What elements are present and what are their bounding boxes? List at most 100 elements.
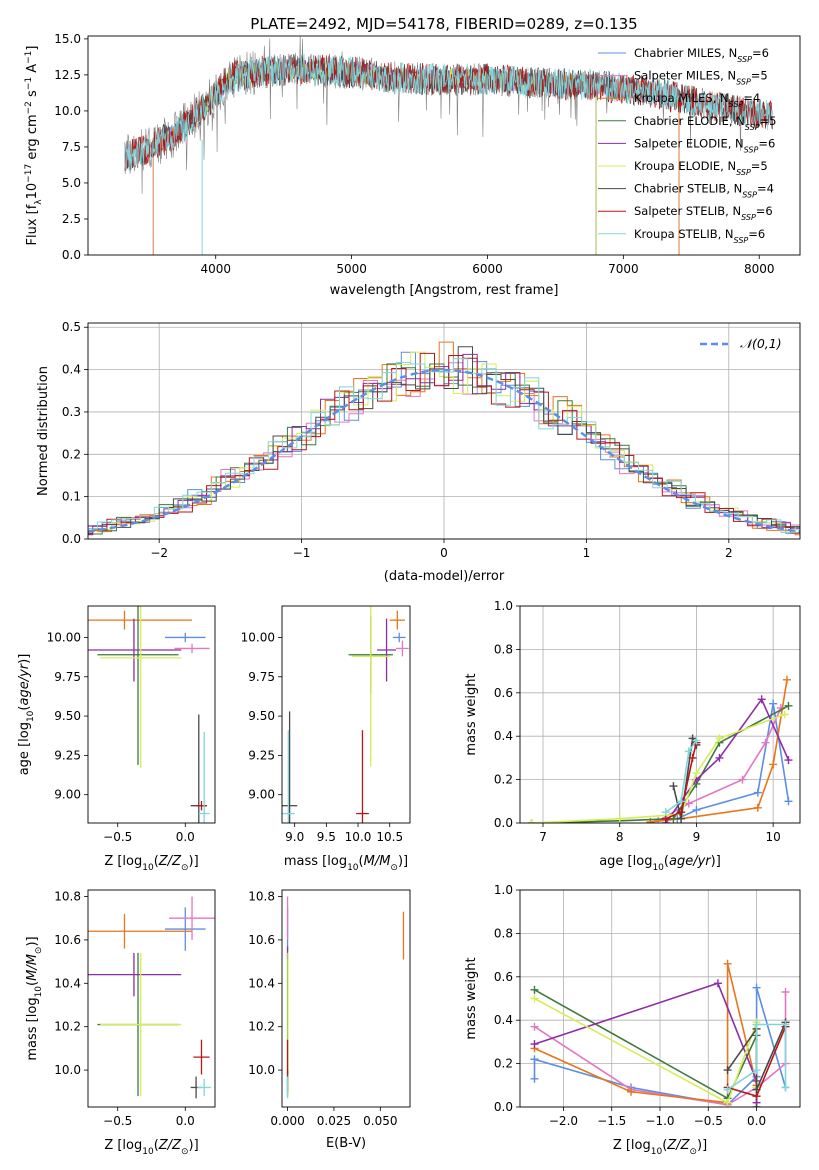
weight-vs-Z-plot-area xyxy=(530,959,790,1107)
x-tick-label: 6000 xyxy=(472,262,503,276)
y-tick-label: 0.0 xyxy=(494,816,513,830)
y-tick-label: 9.25 xyxy=(54,748,81,762)
errorbar-kroupa-elodie xyxy=(100,952,182,1097)
axes-frame xyxy=(87,322,801,540)
y-tick-label: 0.2 xyxy=(494,773,513,787)
weight-marker-salpeter-elodie xyxy=(715,753,724,762)
weight-line-kroupa-miles xyxy=(650,679,788,823)
residuals-panel: −2 −1 0 1 2 0.0 0.1 0.2 0.3 0.4 0.5 𝒩(0,1) (data-mod… xyxy=(36,320,801,584)
x-tick-label: 9.0 xyxy=(285,830,304,844)
errorbar-salpeter-miles xyxy=(174,643,210,654)
weight-marker-salpeter-elodie xyxy=(784,756,793,765)
age-vs-mass-xlabel: mass [log10(M/M⊙)] xyxy=(284,854,408,873)
x-tick-label: 10 xyxy=(766,830,781,844)
x-tick-label: 9.5 xyxy=(317,830,336,844)
weight-marker-salpeter-miles xyxy=(684,799,693,808)
weight-line-chabrier-elodie xyxy=(531,705,789,823)
weight-marker-chabrier-miles xyxy=(752,983,761,992)
errorbar-salpeter-elodie xyxy=(88,952,182,997)
y-tick-label: 0.8 xyxy=(494,926,513,940)
errorbar-chabrier-miles xyxy=(392,632,406,643)
y-tick-label: 0.6 xyxy=(494,970,513,984)
errorbar-salpeter-stelib xyxy=(193,1039,210,1075)
y-tick-label: 0.3 xyxy=(62,405,81,419)
mass-vs-Z-ylabel: mass [log10(M/M⊙)] xyxy=(25,936,44,1060)
legend-label-kroupa-elodie: Kroupa ELODIE, NSSP=5 xyxy=(634,159,768,177)
y-tick-label: 10.4 xyxy=(54,976,81,990)
errorbar-kroupa-miles xyxy=(389,610,405,630)
y-tick-label: 0.8 xyxy=(494,642,513,656)
weight-vs-Z-ylabel: mass weight xyxy=(464,957,479,1039)
x-tick-label: −0.5 xyxy=(103,1114,132,1128)
weight-marker-kroupa-elodie xyxy=(527,819,536,823)
y-tick-label: 0.4 xyxy=(494,729,513,743)
weight-marker-chabrier-miles xyxy=(769,699,778,708)
weight-marker-salpeter-miles xyxy=(738,775,747,784)
y-tick-label: 10.2 xyxy=(54,1020,81,1034)
x-tick-label: 10.0 xyxy=(345,830,372,844)
legend-label-chabrier-miles: Chabrier MILES, NSSP=6 xyxy=(634,46,769,64)
y-tick-label: 1.0 xyxy=(494,883,513,897)
weight-marker-kroupa-elodie xyxy=(780,710,789,719)
x-tick-label: 0.025 xyxy=(317,1114,351,1128)
x-tick-label: 2 xyxy=(725,546,733,560)
weight-marker-salpeter-stelib xyxy=(752,1092,761,1101)
y-tick-label: 0.1 xyxy=(62,490,81,504)
weight-marker-salpeter-miles xyxy=(781,987,790,996)
errorbar-chabrier-miles xyxy=(165,632,206,643)
weight-vs-Z-xlabel: Z [log10(Z/Z⊙)] xyxy=(613,1138,707,1157)
weight-line-kroupa-elodie xyxy=(534,997,758,1104)
y-tick-label: 0.0 xyxy=(494,1100,513,1114)
axes-frame xyxy=(87,605,216,824)
weight-marker-chabrier-miles xyxy=(530,1074,539,1083)
weight-vs-age-panel: 7 8 9 10 0.0 0.2 0.4 0.6 0.8 1.0 mass weight age [l… xyxy=(464,599,801,873)
legend-label-normal: 𝒩(0,1) xyxy=(740,336,782,351)
mass-vs-EBV-xlabel: E(B-V) xyxy=(326,1136,366,1151)
weight-line-salpeter-elodie xyxy=(534,982,758,1103)
spectrum-xlabel: wavelength [Angstrom, rest frame] xyxy=(330,283,559,298)
age-vs-Z-xlabel: Z [log10(Z/Z⊙)] xyxy=(104,854,198,873)
errorbar-kroupa-elodie xyxy=(351,606,390,767)
legend-label-kroupa-miles: Kroupa MILES, NSSP=4 xyxy=(634,91,760,109)
weight-marker-kroupa-elodie xyxy=(692,769,701,778)
residual-histogram-salpeter-stelib xyxy=(88,352,800,534)
weight-marker-kroupa-stelib xyxy=(723,1085,732,1094)
y-tick-label: 10.8 xyxy=(248,890,275,904)
weight-marker-salpeter-elodie xyxy=(757,695,766,704)
residual-histogram-kroupa-miles xyxy=(88,341,800,536)
x-tick-label: 7000 xyxy=(608,262,639,276)
weight-marker-kroupa-stelib xyxy=(752,1066,761,1075)
weight-marker-kroupa-miles xyxy=(753,803,762,812)
weight-marker-kroupa-stelib xyxy=(677,797,686,806)
mass-vs-EBV-plot-area xyxy=(286,896,405,1099)
legend-label-kroupa-stelib: Kroupa STELIB, NSSP=6 xyxy=(634,227,765,245)
y-tick-label: 0.4 xyxy=(62,363,81,377)
x-tick-label: −2.0 xyxy=(549,1114,578,1128)
errorbar-salpeter-miles xyxy=(169,896,215,940)
errorbar-chabrier-stelib xyxy=(282,711,298,823)
weight-marker-salpeter-miles xyxy=(761,738,770,747)
weight-vs-age-ylabel: mass weight xyxy=(464,673,479,755)
x-tick-label: 0 xyxy=(440,546,448,560)
legend-label-chabrier-stelib: Chabrier STELIB, NSSP=4 xyxy=(634,182,774,200)
y-tick-label: 7.5 xyxy=(62,140,81,154)
errorbar-chabrier-elodie xyxy=(97,606,179,765)
legend-label-salpeter-stelib: Salpeter STELIB, NSSP=6 xyxy=(634,204,773,222)
y-tick-label: 10.6 xyxy=(54,933,81,947)
weight-marker-chabrier-elodie xyxy=(530,985,539,994)
axes-frame xyxy=(87,889,216,1108)
errorbar-kroupa-miles xyxy=(88,913,193,949)
residual-histogram-kroupa-stelib xyxy=(88,358,800,533)
y-tick-label: 10.4 xyxy=(248,976,275,990)
normal-reference-curve xyxy=(88,368,800,533)
y-tick-label: 10.2 xyxy=(248,1020,275,1034)
y-tick-label: 9.50 xyxy=(248,709,275,723)
weight-marker-salpeter-elodie xyxy=(530,1040,539,1049)
y-tick-label: 0.0 xyxy=(62,248,81,262)
x-tick-label: 0.0 xyxy=(176,830,195,844)
residuals-xlabel: (data-model)/error xyxy=(384,569,505,584)
weight-marker-kroupa-elodie xyxy=(615,814,624,823)
residuals-ylabel: Normed distribution xyxy=(36,366,51,496)
mass-vs-Z-plot-area xyxy=(88,896,215,1099)
weight-marker-kroupa-stelib xyxy=(781,1083,790,1092)
